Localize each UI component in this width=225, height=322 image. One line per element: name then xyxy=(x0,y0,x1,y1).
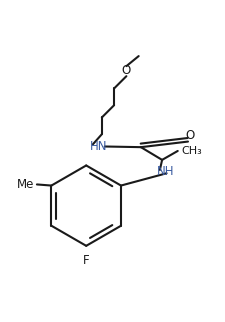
Text: HN: HN xyxy=(89,140,107,153)
Text: Me: Me xyxy=(17,178,34,191)
Text: CH₃: CH₃ xyxy=(181,146,201,156)
Text: F: F xyxy=(83,254,89,267)
Text: O: O xyxy=(184,129,194,142)
Text: O: O xyxy=(121,64,130,77)
Text: NH: NH xyxy=(156,165,173,177)
